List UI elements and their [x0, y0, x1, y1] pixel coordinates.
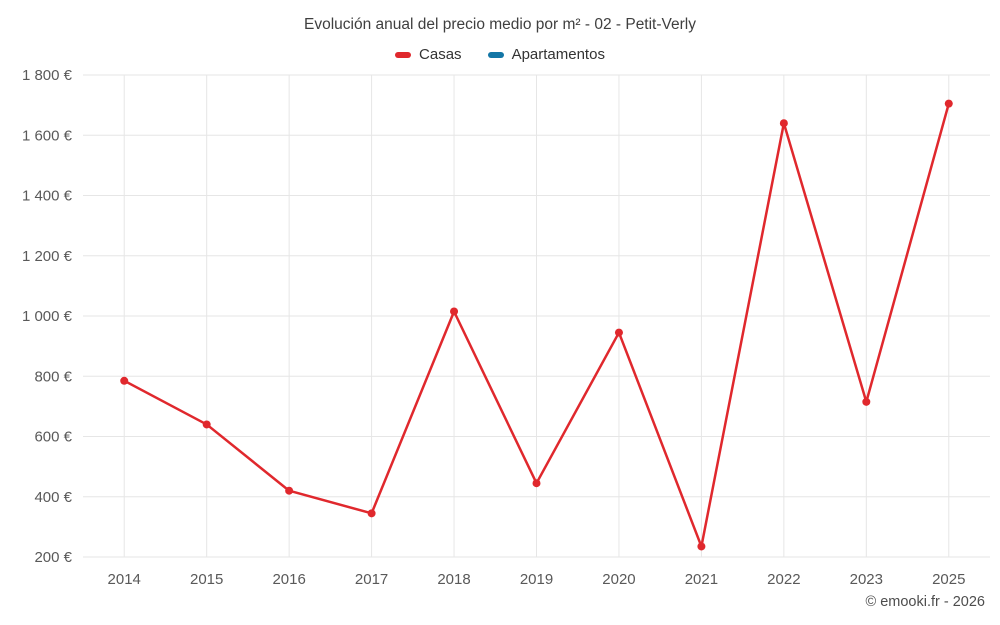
x-axis-tick-label: 2017	[355, 571, 388, 588]
casas-data-point[interactable]	[285, 486, 294, 495]
y-axis-tick-label: 1 200 €	[22, 248, 73, 265]
legend-label: Casas	[419, 46, 462, 63]
y-axis-tick-label: 600 €	[34, 429, 72, 446]
y-axis-tick-label: 400 €	[34, 489, 72, 506]
x-axis-tick-label: 2020	[602, 571, 635, 588]
y-axis-tick-label: 1 000 €	[22, 308, 73, 325]
casas-data-point[interactable]	[862, 397, 871, 406]
y-axis-tick-label: 800 €	[34, 368, 72, 385]
casas-data-point[interactable]	[120, 376, 129, 385]
x-axis-tick-label: 2023	[850, 571, 883, 588]
x-axis-tick-label: 2021	[685, 571, 718, 588]
x-axis-tick-label: 2022	[767, 571, 800, 588]
x-axis-tick-label: 2018	[437, 571, 470, 588]
casas-data-point[interactable]	[450, 307, 459, 316]
x-axis-tick-label: 2014	[108, 571, 141, 588]
chart-legend: Casas Apartamentos	[0, 46, 1000, 63]
y-axis-tick-label: 1 800 €	[22, 67, 73, 84]
casas-data-point[interactable]	[532, 479, 541, 488]
x-axis-tick-label: 2025	[932, 571, 965, 588]
casas-series-swatch	[395, 51, 412, 58]
casas-data-point[interactable]	[697, 542, 706, 551]
y-axis-tick-label: 200 €	[34, 549, 72, 566]
casas-data-point[interactable]	[202, 420, 211, 429]
x-axis-tick-label: 2019	[520, 571, 553, 588]
legend-item-apartamentos[interactable]: Apartamentos	[487, 46, 605, 63]
x-axis-tick-label: 2016	[272, 571, 305, 588]
casas-data-point[interactable]	[367, 509, 376, 518]
casas-data-point[interactable]	[614, 328, 623, 337]
apartamentos-series-swatch	[487, 51, 504, 58]
x-axis-tick-label: 2015	[190, 571, 223, 588]
chart-title: Evolución anual del precio medio por m² …	[304, 16, 696, 33]
legend-item-casas[interactable]: Casas	[395, 46, 462, 63]
y-axis-tick-label: 1 600 €	[22, 127, 73, 144]
y-axis-tick-label: 1 400 €	[22, 188, 73, 205]
legend-label: Apartamentos	[511, 46, 605, 63]
casas-data-point[interactable]	[779, 119, 788, 128]
copyright-credit: © emooki.fr - 2026	[865, 594, 985, 610]
casas-data-point[interactable]	[944, 99, 953, 108]
